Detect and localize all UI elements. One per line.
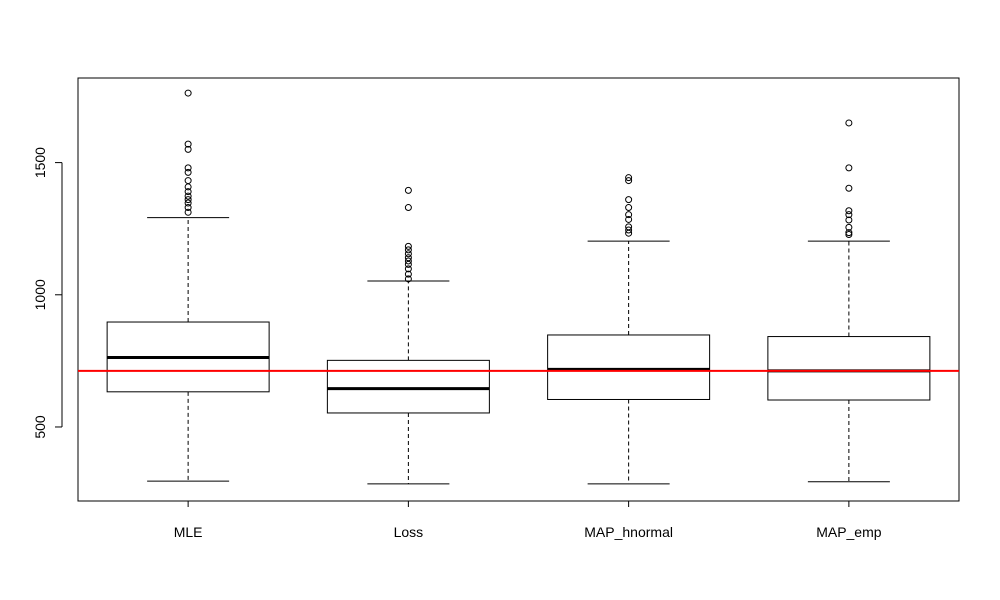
outlier-point	[404, 186, 412, 194]
boxes-layer	[106, 89, 931, 485]
outlier-point	[404, 260, 412, 268]
outlier-point	[845, 229, 853, 237]
outlier-point	[184, 208, 192, 216]
outlier-point	[845, 223, 853, 231]
y-tick-label: 500	[32, 415, 48, 439]
box-loss	[326, 186, 490, 485]
outlier-point	[184, 192, 192, 200]
outlier-point	[184, 188, 192, 196]
outlier-point	[845, 164, 853, 172]
outlier-point	[845, 184, 853, 192]
x-tick-label: MLE	[174, 524, 203, 540]
box-iqr	[767, 336, 931, 401]
box-iqr	[547, 334, 711, 400]
outlier-point	[184, 177, 192, 185]
plot-frame	[77, 77, 960, 502]
outlier-point	[845, 216, 853, 224]
outlier-point	[625, 174, 633, 182]
y-axis: 500 1000 1500	[32, 147, 63, 439]
outlier-point	[625, 177, 633, 185]
outlier-point	[184, 196, 192, 204]
box-iqr	[326, 359, 490, 414]
outlier-point	[184, 204, 192, 212]
x-tick-label: MAP_emp	[816, 524, 882, 540]
outlier-point	[845, 119, 853, 127]
outlier-point	[404, 254, 412, 262]
outlier-point	[625, 211, 633, 219]
outlier-point	[404, 257, 412, 265]
outlier-point	[625, 223, 633, 231]
outlier-point	[184, 199, 192, 207]
y-tick-label: 1000	[32, 279, 48, 310]
outlier-point	[625, 226, 633, 234]
outlier-point	[845, 211, 853, 219]
outlier-point	[404, 246, 412, 254]
outlier-point	[404, 242, 412, 250]
x-tick-label: Loss	[394, 524, 424, 540]
outlier-point	[404, 265, 412, 273]
outlier-point	[625, 215, 633, 223]
outlier-point	[404, 275, 412, 283]
outlier-point	[184, 140, 192, 148]
outlier-point	[184, 145, 192, 153]
outlier-point	[625, 204, 633, 212]
box-map-hnormal	[547, 174, 711, 485]
outlier-point	[404, 204, 412, 212]
outlier-point	[404, 250, 412, 258]
outlier-point	[845, 207, 853, 215]
outlier-point	[184, 89, 192, 97]
outlier-point	[845, 231, 853, 239]
outlier-point	[404, 270, 412, 278]
outlier-point	[184, 168, 192, 176]
outlier-point	[184, 164, 192, 172]
box-map-emp	[767, 119, 931, 483]
outlier-point	[625, 196, 633, 204]
x-axis: MLE Loss MAP_hnormal MAP_emp	[174, 501, 882, 540]
x-tick-label: MAP_hnormal	[584, 524, 673, 540]
box-mle	[106, 89, 270, 482]
y-tick-label: 1500	[32, 147, 48, 178]
